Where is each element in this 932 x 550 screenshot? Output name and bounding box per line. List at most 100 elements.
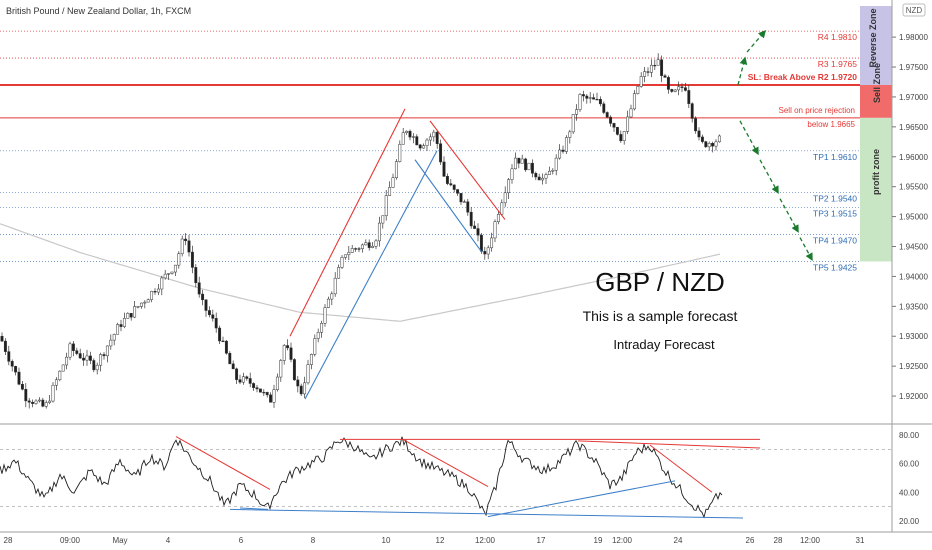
candle-body	[425, 139, 429, 146]
candle-body	[690, 103, 694, 119]
candle-body	[3, 340, 7, 352]
candle-body	[146, 299, 150, 303]
candle-body	[48, 400, 52, 403]
candle-body	[306, 364, 310, 384]
price-axis-label: 1.96000	[899, 153, 928, 162]
candle-body	[544, 174, 548, 179]
candle-body	[177, 253, 181, 266]
time-axis-label: 12:00	[612, 536, 633, 545]
price-axis-label: 1.97000	[899, 93, 928, 102]
candle-body	[609, 116, 613, 124]
time-axis-label: 24	[674, 536, 683, 545]
price-axis-label: 1.96500	[899, 123, 928, 132]
candle-body	[75, 350, 79, 354]
candle-body	[483, 251, 487, 255]
candle-body	[82, 357, 86, 361]
candle-body	[292, 359, 296, 381]
candle-body	[323, 307, 327, 324]
price-axis-label: 1.94500	[899, 243, 928, 252]
candle-body	[384, 195, 388, 216]
candle-body	[245, 376, 249, 379]
candle-body	[119, 324, 123, 327]
candle-body	[24, 389, 28, 402]
osc-trendline-1	[175, 436, 271, 490]
time-axis-label: 19	[594, 536, 603, 545]
level-label-tp4: TP4 1.9470	[813, 236, 857, 246]
candle-body	[258, 388, 262, 393]
currency-badge-box[interactable]	[902, 3, 926, 17]
candle-body	[190, 251, 194, 268]
candle-body	[673, 89, 677, 92]
candle-body	[592, 97, 596, 100]
candle-body	[320, 323, 324, 333]
candle-body	[371, 245, 375, 248]
level-label-sell-line1: Sell on price rejection	[779, 106, 855, 115]
osc-trendline-3	[402, 438, 489, 488]
level-label-tp5: TP5 1.9425	[813, 262, 857, 272]
candle-body	[479, 234, 483, 252]
candle-body	[714, 141, 718, 147]
candle-body	[520, 158, 524, 164]
candle-body	[44, 402, 48, 407]
level-label-tp2: TP2 1.9540	[813, 194, 857, 204]
candle-body	[697, 130, 701, 138]
candle-body	[711, 143, 715, 147]
candle-body	[143, 301, 147, 304]
candle-body	[401, 132, 405, 145]
candle-body	[211, 314, 215, 319]
candle-body	[517, 157, 521, 164]
osc-trendline-4	[577, 440, 761, 449]
candle-body	[622, 131, 626, 141]
candle-body	[503, 192, 507, 204]
candle-body	[167, 273, 171, 275]
level-label-r2: SL: Break Above R2 1.9720	[748, 72, 858, 82]
candle-body	[643, 71, 647, 77]
candle-body	[398, 144, 402, 162]
candle-body	[581, 94, 585, 97]
candle-body	[85, 355, 89, 361]
sell-zone-label: Sell Zone	[872, 63, 882, 103]
candle-body	[442, 161, 446, 177]
time-axis-label: 12:00	[800, 536, 821, 545]
candle-body	[31, 401, 35, 404]
candle-body	[333, 277, 337, 295]
candle-body	[17, 371, 21, 385]
time-axis-label: 10	[382, 536, 391, 545]
time-axis-label: 12:00	[475, 536, 496, 545]
moving-average-line	[0, 223, 721, 322]
candle-body	[286, 345, 290, 349]
osc-axis-label: 40.00	[899, 488, 920, 497]
candle-body	[330, 293, 334, 300]
overlay-subtitle: This is a sample forecast	[583, 308, 738, 324]
candle-body	[500, 202, 504, 215]
candle-body	[717, 135, 721, 143]
candle-body	[173, 264, 177, 273]
price-axis-label: 1.93000	[899, 332, 928, 341]
candle-body	[405, 130, 409, 133]
candle-body	[99, 354, 103, 366]
candle-body	[452, 184, 456, 190]
candle-body	[54, 379, 58, 386]
candle-body	[248, 378, 252, 384]
candle-body	[632, 93, 636, 110]
candle-body	[629, 108, 633, 118]
candle-body	[445, 176, 449, 184]
candle-body	[58, 370, 62, 381]
candle-body	[309, 354, 313, 365]
candle-body	[537, 176, 541, 181]
candle-body	[122, 318, 126, 327]
price-axis-label: 1.95000	[899, 213, 928, 222]
candle-body	[626, 116, 630, 132]
candle-body	[231, 363, 235, 370]
candle-body	[235, 368, 239, 380]
overlay-title: GBP / NZD	[595, 267, 725, 297]
candle-body	[350, 248, 354, 253]
candle-body	[473, 225, 477, 229]
candle-body	[150, 291, 154, 300]
forecast-arrow-2	[746, 29, 767, 53]
candle-body	[391, 177, 395, 188]
candle-body	[340, 257, 344, 268]
candle-body	[61, 364, 65, 372]
